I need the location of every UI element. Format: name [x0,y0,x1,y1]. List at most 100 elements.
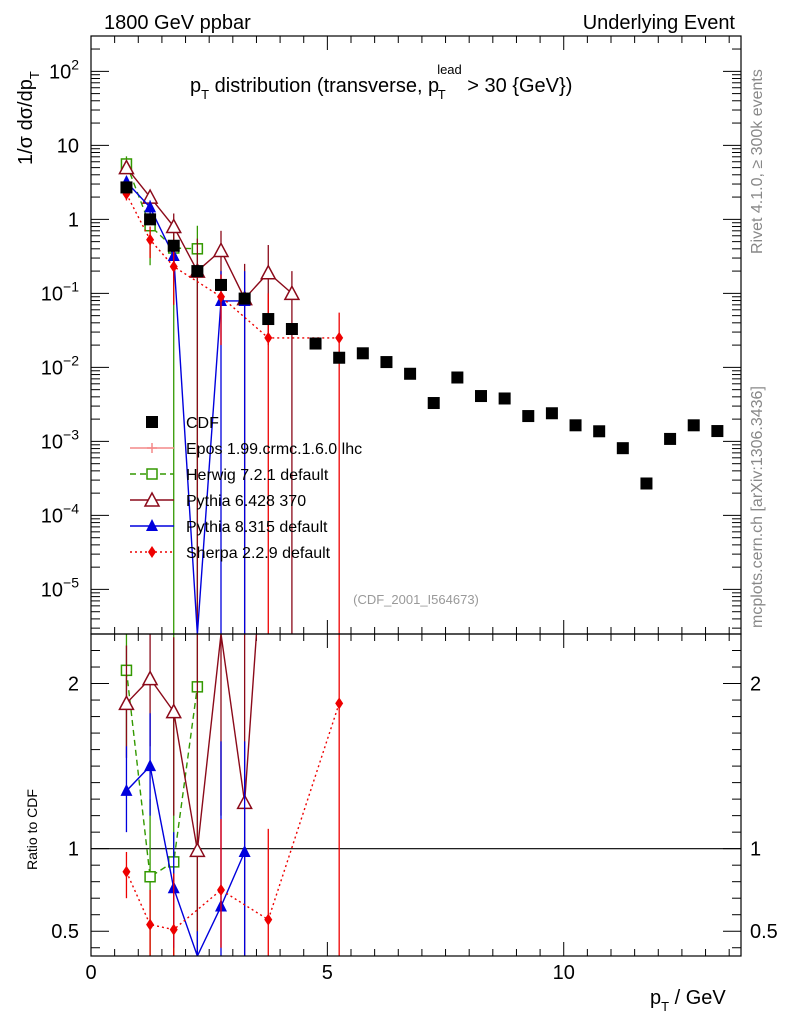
ratio-tick-label: 0.5 [51,921,79,943]
cdf-point [144,213,157,226]
y-tick-label: 10−1 [41,278,79,305]
cdf-point [616,442,629,455]
legend-item-cdf: CDF [146,415,219,432]
legend-item-pythia6: Pythia 6.428 370 [130,491,306,510]
sherpa-point [335,331,344,344]
main-panel-data [118,156,724,634]
legend-marker [148,546,156,558]
herwig-ratio-line [125,670,199,878]
y-tick-label: 10−5 [41,574,79,601]
ratio-tick-label-right: 1 [750,839,761,861]
legend-item-herwig: Herwig 7.2.1 default [130,467,329,484]
data-series [118,156,724,956]
ratio-tick-label-right: 0.5 [750,921,778,943]
pythia6-ratio-point [118,694,135,711]
cdf-point [262,313,275,326]
pythia8-series [120,174,251,634]
cdf-point [475,390,487,403]
sherpa-series [122,188,344,634]
cdf-point [120,181,133,194]
sherpa-point [169,260,178,273]
legend-item-sherpa: Sherpa 2.2.9 default [130,545,331,562]
x-tick-label: 5 [322,962,333,984]
cdf-point [238,292,251,305]
sherpa-ratio-point [335,697,344,710]
legend: CDF Epos 1.99.crmc.1.6.0 lhc Herwig 7.2.1 … [130,415,362,562]
cdf-point [569,419,582,432]
x-tick-label: 0 [85,962,96,984]
ratio-tick-label: 1 [68,839,79,861]
header-left: 1800 GeV ppbar [104,12,251,34]
pythia6-ratio-line [125,634,258,851]
legend-label: Epos 1.99.crmc.1.6.0 lhc [186,441,362,458]
chart-title: pT distribution (transverse, plead T > 30… [190,62,572,102]
legend-marker [146,416,158,428]
sherpa-ratio-line [125,703,340,931]
x-tick-label: 10 [553,962,575,984]
pythia8-line [125,181,245,634]
cdf-point [711,425,724,438]
pythia6-ratio-series [118,634,258,956]
sherpa-ratio-series [122,634,344,956]
cdf-point [356,347,369,360]
cdf-point [593,425,606,438]
y-tick-label: 10−4 [41,500,79,527]
cdf-point [427,397,440,410]
pythia6-ratio-point [189,841,206,858]
y-tick-label: 10−2 [41,352,79,379]
legend-label: Pythia 8.315 default [186,519,328,536]
y-axis-label: 1/σ dσ/dpT [15,71,42,165]
pythia8-point [144,200,157,213]
ratio-tick-label-right: 2 [750,674,761,696]
cdf-point [451,371,464,384]
pythia6-point [283,284,301,301]
pythia6-ratio-point [165,703,182,719]
herwig-series [120,156,204,634]
y-tick-label: 10−3 [41,426,79,453]
axes: 0 5 10 10−5 10−4 10−3 10−2 10−1 1 10 102 0.5 0.5 1 1 2 2 [41,35,778,984]
y-tick-label: 102 [49,56,79,83]
analysis-id-label: (CDF_2001_I564673) [353,592,479,607]
legend-label: Herwig 7.2.1 default [186,467,329,484]
sherpa-line [125,193,340,339]
cdf-point [215,278,227,291]
y-tick-label: 1 [68,209,79,231]
legend-marker [146,468,158,480]
pythia6-point [212,241,230,258]
ratio-axis-label: Ratio to CDF [24,789,40,870]
legend-marker [143,491,161,507]
mcplots-label: mcplots.cern.ch [arXiv:1306.3436] [749,386,766,628]
rivet-version-label: Rivet 4.1.0, ≥ 300k events [749,69,766,254]
cdf-point [687,419,700,432]
cdf-point [285,323,298,336]
sherpa-ratio-point [146,918,155,931]
legend-marker [147,443,157,453]
cdf-point [545,407,558,420]
pythia8-ratio-line [125,764,246,956]
pythia6-point [118,159,135,175]
sherpa-ratio-point [122,865,131,878]
cdf-point [404,367,417,380]
cdf-point [380,356,393,369]
pythia8-ratio-series [120,713,251,956]
x-axis-label: pT / GeV [650,987,726,1014]
cdf-point [498,392,511,405]
cdf-point [522,410,535,423]
sherpa-point [217,290,225,303]
sherpa-point [264,331,273,344]
y-tick-label: 10 [57,135,79,157]
pythia8-ratio-point [120,783,133,796]
ratio-panel-frame [90,633,742,957]
legend-marker [146,519,158,531]
cdf-point [167,239,180,252]
herwig-line [125,163,198,250]
ratio-tick-label: 2 [68,674,79,696]
herwig-ratio-series [120,634,204,956]
sherpa-point [146,233,155,246]
header-right: Underlying Event [583,12,736,34]
ratio-panel-data [118,634,344,956]
legend-label: CDF [186,415,219,432]
herwig-ratio-point [144,870,156,883]
pythia6-point [165,217,182,234]
